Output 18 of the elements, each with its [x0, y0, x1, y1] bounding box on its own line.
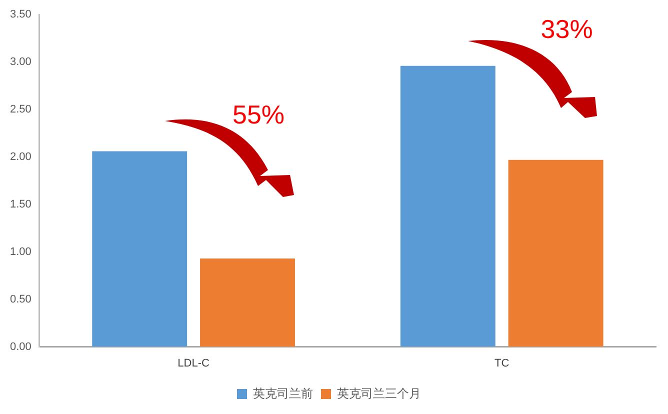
bar	[508, 160, 604, 347]
bar	[400, 66, 496, 347]
bar	[200, 258, 295, 347]
y-tick-label: 0.00	[10, 340, 32, 353]
y-tick-label: 0.50	[10, 293, 32, 306]
y-tick-label: 1.50	[10, 198, 32, 210]
y-tick-label: 2.50	[10, 104, 32, 116]
annotation: 55%	[232, 99, 285, 130]
y-tick-label: 3.00	[10, 56, 32, 68]
legend-label: 英克司兰前	[253, 386, 313, 400]
y-tick-label: 1.00	[10, 246, 32, 258]
x-tick-label: LDL-C	[178, 357, 210, 370]
legend-label: 英克司兰三个月	[337, 386, 421, 400]
annotation: 33%	[540, 14, 593, 44]
y-tick-label: 2.00	[10, 151, 32, 164]
x-tick-label: TC	[494, 357, 510, 370]
y-tick-label: 3.50	[10, 8, 32, 21]
bar	[92, 151, 188, 347]
